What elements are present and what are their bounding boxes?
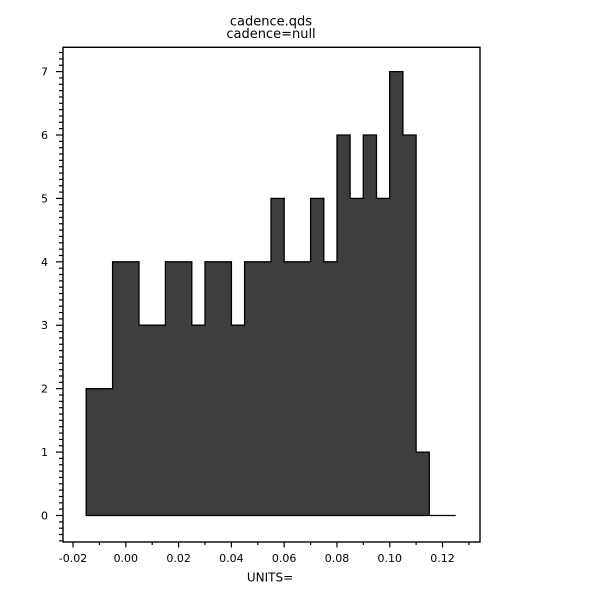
- y-axis-tick-label: 4: [41, 256, 48, 269]
- y-axis-tick-label: 7: [41, 66, 48, 79]
- x-axis-tick-label: -0.02: [59, 552, 87, 565]
- y-axis-tick-label: 3: [41, 319, 48, 332]
- y-axis-tick-label: 6: [41, 129, 48, 142]
- x-axis-tick-label: 0.08: [325, 552, 350, 565]
- x-axis-tick-label: 0.02: [166, 552, 191, 565]
- x-axis-tick-label: 0.00: [114, 552, 139, 565]
- x-axis-tick-label: 0.04: [219, 552, 244, 565]
- axis-tick-labels: -0.02 0.00 0.02 0.04 0.06 0.08 0.10 0.12 0 1 2 3 4 5 6…: [41, 66, 455, 565]
- y-axis-tick-label: 0: [41, 509, 48, 522]
- x-axis-tick-label: 0.06: [272, 552, 297, 565]
- y-axis-tick-label: 1: [41, 446, 48, 459]
- x-axis-tick-label: 0.10: [377, 552, 402, 565]
- axis-ticks: [56, 51, 470, 548]
- x-axis-tick-label: 0.12: [430, 552, 455, 565]
- chart-title: cadence.qds: [230, 15, 312, 30]
- histogram-bars: [85, 70, 456, 517]
- y-axis-tick-label: 2: [41, 383, 48, 396]
- plot-frame: [62, 46, 481, 543]
- chart-subtitle: cadence=null: [226, 27, 315, 42]
- x-axis-title: UNITS=: [247, 571, 293, 585]
- y-axis-tick-label: 5: [41, 192, 48, 205]
